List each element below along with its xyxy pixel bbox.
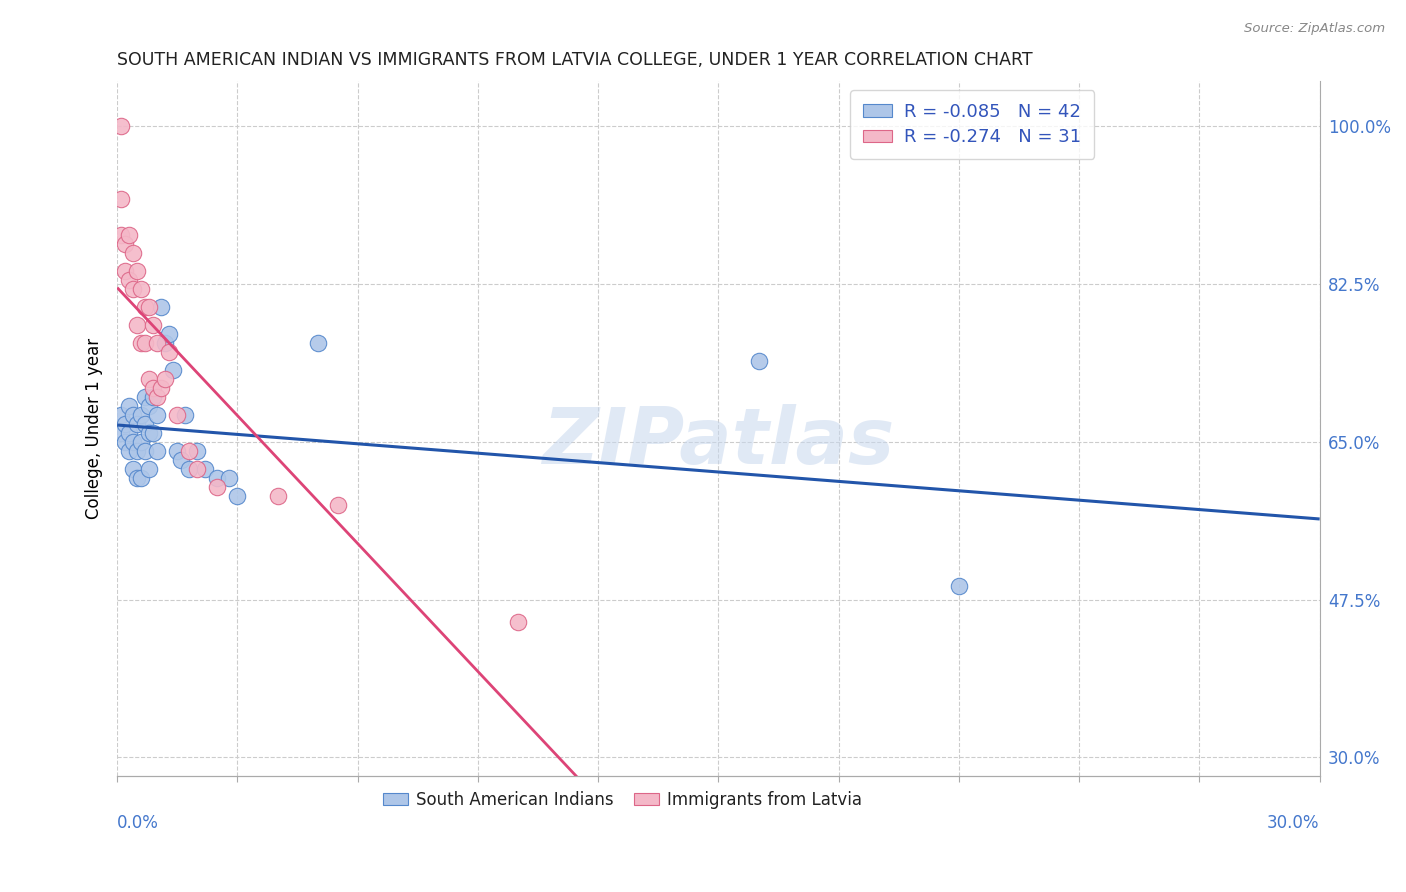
Point bbox=[127, 471, 149, 485]
Point bbox=[194, 462, 217, 476]
Point bbox=[179, 462, 201, 476]
Point bbox=[122, 408, 145, 422]
Point bbox=[122, 282, 145, 296]
Point bbox=[138, 462, 160, 476]
Point bbox=[118, 273, 141, 287]
Point bbox=[142, 318, 165, 332]
Point bbox=[118, 425, 141, 440]
Point bbox=[138, 399, 160, 413]
Point bbox=[226, 489, 249, 503]
Point bbox=[146, 444, 169, 458]
Point bbox=[150, 300, 173, 314]
Point bbox=[114, 434, 136, 449]
Point bbox=[114, 236, 136, 251]
Point bbox=[142, 381, 165, 395]
Point bbox=[110, 408, 132, 422]
Point bbox=[138, 372, 160, 386]
Point bbox=[129, 434, 152, 449]
Point bbox=[157, 326, 180, 341]
Point bbox=[110, 192, 132, 206]
Point bbox=[207, 471, 229, 485]
Point bbox=[162, 363, 184, 377]
Point bbox=[129, 282, 152, 296]
Point bbox=[110, 425, 132, 440]
Point bbox=[118, 399, 141, 413]
Point bbox=[127, 417, 149, 431]
Point bbox=[307, 335, 329, 350]
Point bbox=[129, 335, 152, 350]
Point bbox=[948, 579, 970, 593]
Point bbox=[118, 227, 141, 242]
Point bbox=[506, 615, 529, 630]
Point bbox=[122, 434, 145, 449]
Point bbox=[122, 245, 145, 260]
Point bbox=[155, 335, 177, 350]
Point bbox=[326, 498, 349, 512]
Point bbox=[170, 453, 193, 467]
Text: ZIPatlas: ZIPatlas bbox=[543, 404, 894, 480]
Point bbox=[138, 425, 160, 440]
Text: Source: ZipAtlas.com: Source: ZipAtlas.com bbox=[1244, 22, 1385, 36]
Point bbox=[118, 444, 141, 458]
Text: SOUTH AMERICAN INDIAN VS IMMIGRANTS FROM LATVIA COLLEGE, UNDER 1 YEAR CORRELATIO: SOUTH AMERICAN INDIAN VS IMMIGRANTS FROM… bbox=[117, 51, 1033, 69]
Point bbox=[142, 390, 165, 404]
Point bbox=[150, 381, 173, 395]
Point bbox=[146, 390, 169, 404]
Point bbox=[110, 227, 132, 242]
Point bbox=[166, 408, 188, 422]
Point bbox=[166, 444, 188, 458]
Point bbox=[186, 444, 208, 458]
Text: 0.0%: 0.0% bbox=[117, 814, 159, 832]
Point bbox=[174, 408, 197, 422]
Legend: South American Indians, Immigrants from Latvia: South American Indians, Immigrants from … bbox=[375, 784, 869, 816]
Point bbox=[266, 489, 288, 503]
Point bbox=[142, 425, 165, 440]
Point bbox=[179, 444, 201, 458]
Point bbox=[146, 335, 169, 350]
Text: 30.0%: 30.0% bbox=[1267, 814, 1320, 832]
Point bbox=[134, 417, 156, 431]
Point bbox=[114, 263, 136, 277]
Point bbox=[155, 372, 177, 386]
Point bbox=[186, 462, 208, 476]
Point bbox=[134, 390, 156, 404]
Point bbox=[134, 444, 156, 458]
Point bbox=[122, 462, 145, 476]
Point bbox=[114, 417, 136, 431]
Point bbox=[207, 480, 229, 494]
Point bbox=[134, 335, 156, 350]
Point bbox=[127, 444, 149, 458]
Point bbox=[129, 408, 152, 422]
Point bbox=[138, 300, 160, 314]
Point bbox=[110, 120, 132, 134]
Point bbox=[127, 263, 149, 277]
Point bbox=[146, 408, 169, 422]
Point bbox=[129, 471, 152, 485]
Point bbox=[134, 300, 156, 314]
Point bbox=[747, 354, 769, 368]
Point bbox=[157, 344, 180, 359]
Point bbox=[127, 318, 149, 332]
Y-axis label: College, Under 1 year: College, Under 1 year bbox=[86, 338, 103, 519]
Point bbox=[218, 471, 240, 485]
